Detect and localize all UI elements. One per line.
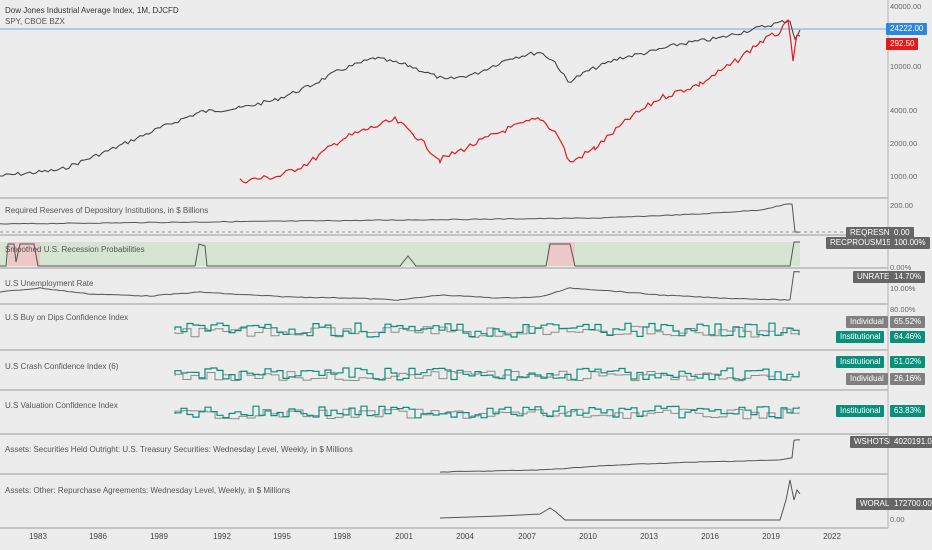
panel-tick: 0.00 <box>890 515 905 524</box>
recession-line <box>0 241 800 267</box>
panel-title-crash: U.S Crash Confidence Index (6) <box>5 362 119 371</box>
legend-tag-value: 51.02% <box>890 356 926 368</box>
time-axis-label: 2001 <box>395 532 413 541</box>
legend-tag-label: Individual <box>846 316 888 328</box>
crash-individual-line <box>174 370 800 382</box>
recession-band <box>0 242 800 266</box>
panel-tick: 80.00% <box>890 305 916 314</box>
price-tick: 10000.00 <box>890 62 922 71</box>
time-axis-label: 1995 <box>273 532 291 541</box>
panel-tick: 10.00% <box>890 284 916 293</box>
panel-tick: 0.00% <box>890 263 912 272</box>
unrate-line <box>0 271 801 301</box>
time-axis-label: 2007 <box>518 532 536 541</box>
panel-title-treasury: Assets: Securities Held Outright: U.S. T… <box>5 445 353 454</box>
time-axis-label: 2022 <box>823 532 841 541</box>
legend-tag-value: 63.83% <box>890 405 926 417</box>
legend-tag-value: 26.16% <box>890 373 926 385</box>
time-axis-label: 1986 <box>89 532 107 541</box>
legend-tag-value: 4020191.00 <box>890 436 932 448</box>
legend-tag-label: RECPROUSM156N <box>826 237 906 249</box>
legend-tag-label: Institutional <box>836 405 885 417</box>
legend-tag-label: Individual <box>846 373 888 385</box>
price-tick: 40000.00 <box>890 2 922 11</box>
legend-tag-label: Institutional <box>836 356 885 368</box>
buydips-institutional-line <box>174 322 800 338</box>
time-axis-label: 2004 <box>456 532 474 541</box>
legend-tag-label: WSHOTSL <box>850 436 898 448</box>
treasury-line <box>439 439 801 473</box>
panel-title-repo: Assets: Other: Repurchase Agreements: We… <box>5 486 291 495</box>
legend-tag-label: Institutional <box>836 331 885 343</box>
legend-tag-label: WORAL <box>856 498 894 510</box>
panel-title-valuation: U.S Valuation Confidence Index <box>5 401 118 410</box>
dji-price-line <box>0 19 801 177</box>
time-axis-label: 1992 <box>213 532 231 541</box>
price-tick: 1000.00 <box>890 172 918 181</box>
time-axis-label: 2013 <box>640 532 658 541</box>
time-axis-label: 1989 <box>150 532 168 541</box>
legend-tag-value: 14.70% <box>890 271 926 283</box>
repo-line <box>439 479 801 521</box>
time-axis-label: 2016 <box>701 532 719 541</box>
recession-shade <box>548 242 575 266</box>
time-axis-label: 1983 <box>29 532 47 541</box>
price-tick: 2000.00 <box>890 139 918 148</box>
spy-price-line <box>239 19 801 184</box>
main-chart-title: Dow Jones Industrial Average Index, 1M, … <box>5 6 179 15</box>
valuation-institutional-line <box>174 405 800 419</box>
buydips-individual-line <box>174 325 800 338</box>
spy-last-price-tag: 292.50 <box>886 38 919 50</box>
reqres-line <box>0 203 801 233</box>
panel-title-unrate: U.S Unemployment Rate <box>5 279 94 288</box>
time-axis-label: 2010 <box>579 532 597 541</box>
price-tick: 4000.00 <box>890 106 918 115</box>
panel-title-recession: Smoothed U.S. Recession Probabilities <box>5 245 145 254</box>
main-chart-subtitle: SPY, CBOE BZX <box>5 17 65 26</box>
panel-title-reqres: Required Reserves of Depository Institut… <box>5 206 209 215</box>
legend-tag-value: 172700.00 <box>890 498 932 510</box>
panel-title-buydips: U.S Buy on Dips Confidence Index <box>5 313 129 322</box>
legend-tag-label: UNRATE <box>853 271 894 283</box>
panel-tick: 200.00 <box>890 201 913 210</box>
legend-tag-value: 65.52% <box>890 316 926 328</box>
time-axis-label: 2019 <box>762 532 780 541</box>
legend-tag-value: 100.00% <box>890 237 930 249</box>
time-axis-label: 1998 <box>333 532 351 541</box>
legend-tag-label: REQRESNS <box>846 227 899 239</box>
crash-institutional-line <box>174 367 800 381</box>
legend-tag-value: 64.46% <box>890 331 926 343</box>
legend-tag-value: 0.00 <box>890 227 914 239</box>
dji-last-price-tag: 24222.00 <box>886 23 928 35</box>
